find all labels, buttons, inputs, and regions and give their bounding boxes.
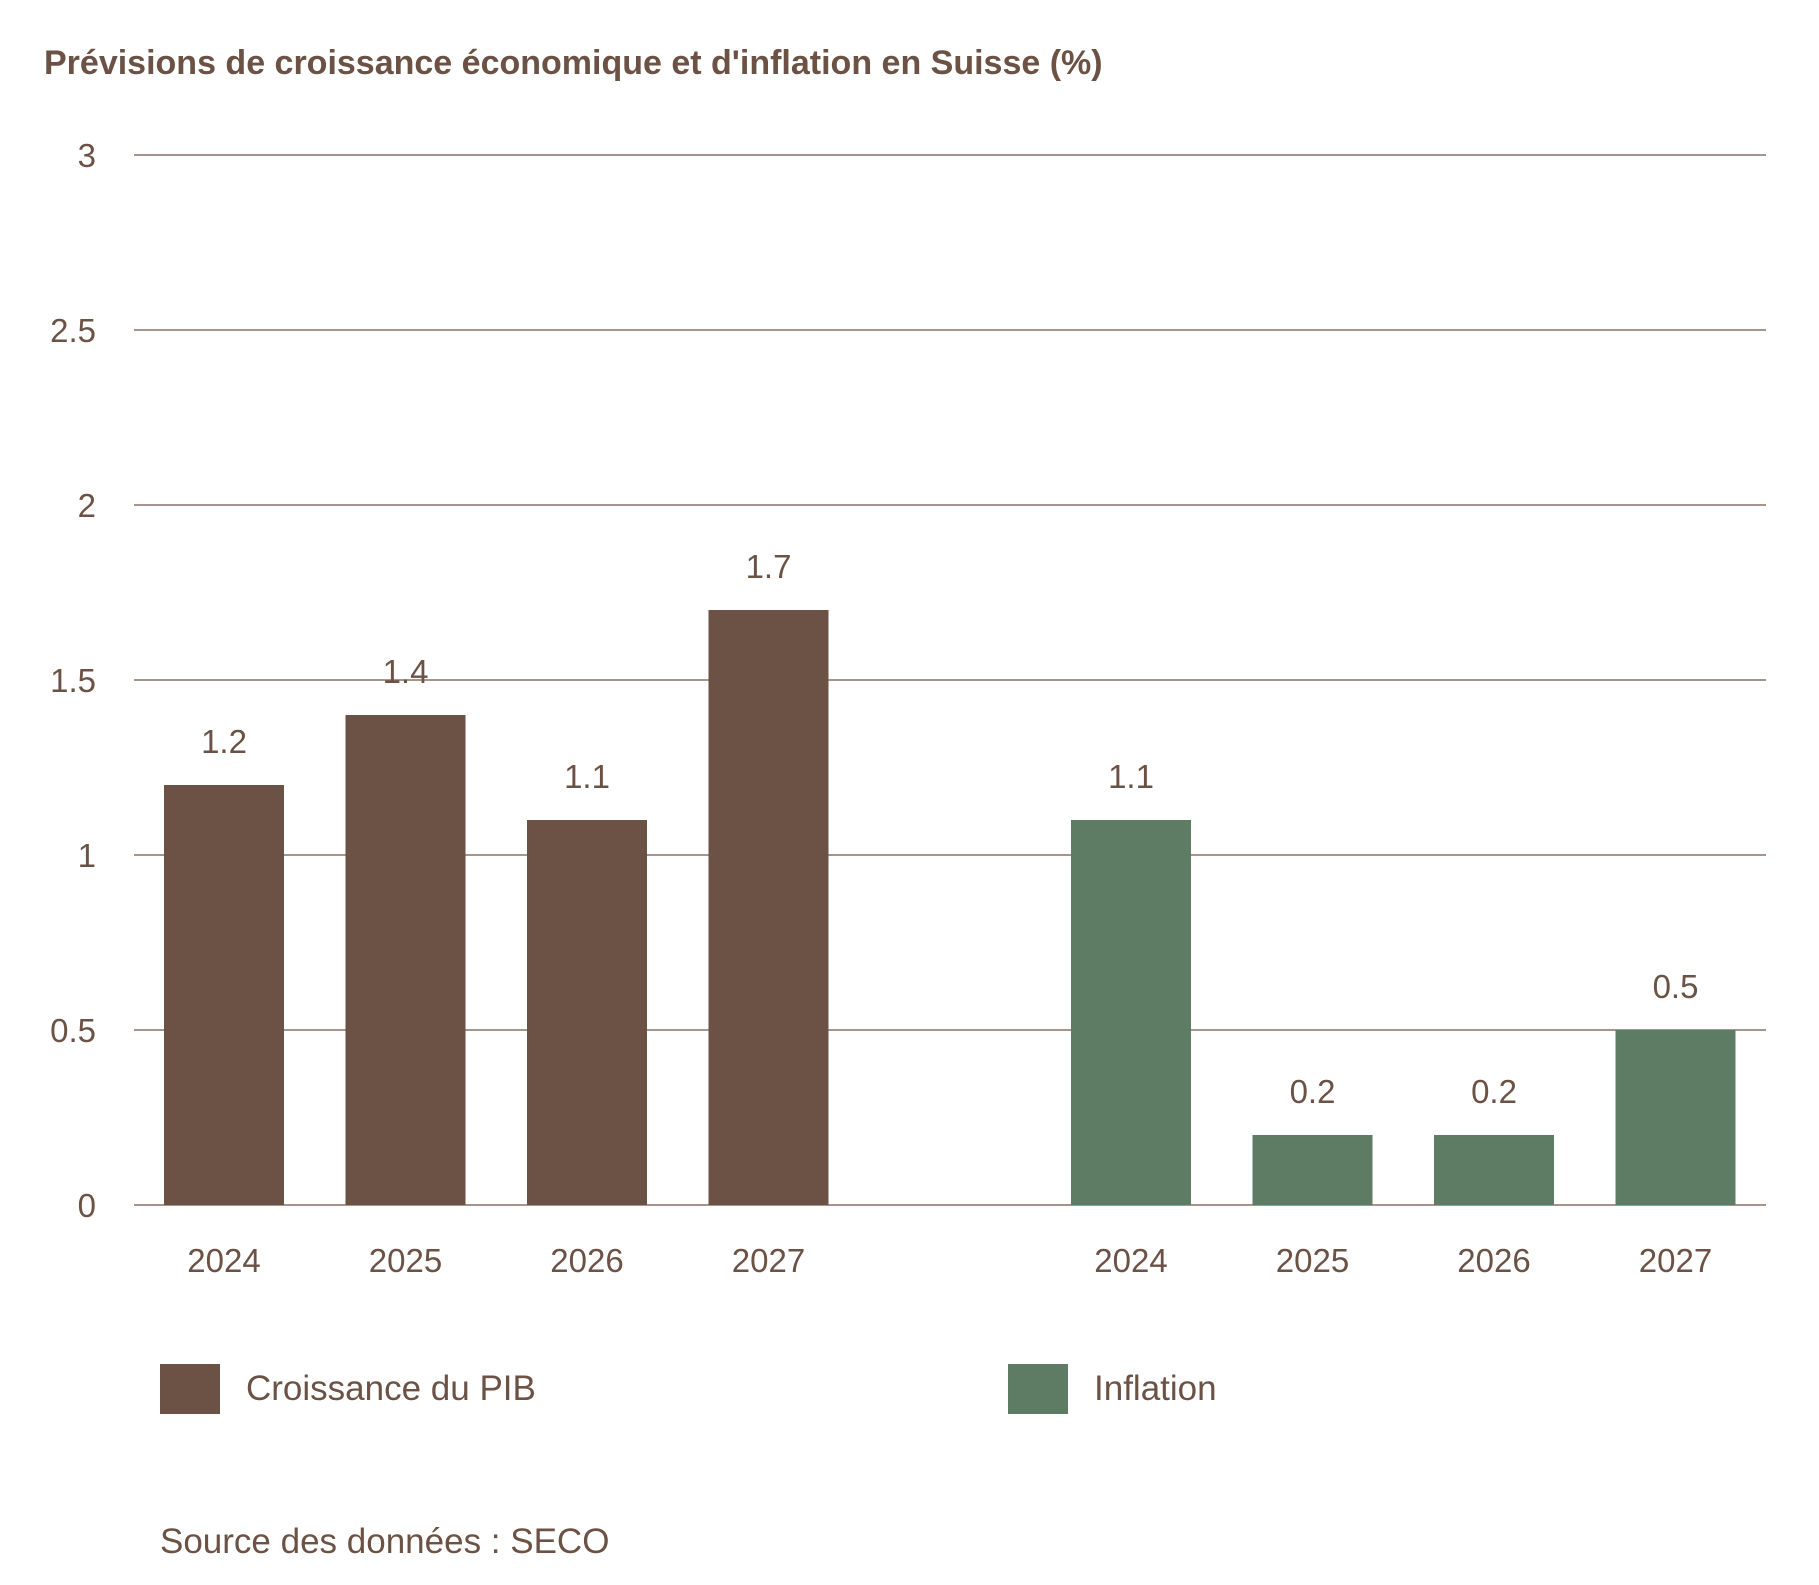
bar bbox=[1071, 820, 1191, 1205]
x-tick-label: 2026 bbox=[550, 1242, 623, 1279]
data-label: 0.2 bbox=[1471, 1073, 1517, 1110]
legend-label-gdp: Croissance du PIB bbox=[246, 1369, 536, 1408]
x-tick-label: 2024 bbox=[187, 1242, 260, 1279]
data-label: 0.5 bbox=[1653, 968, 1699, 1005]
y-tick-label: 2.5 bbox=[50, 312, 96, 349]
x-tick-label: 2027 bbox=[1639, 1242, 1712, 1279]
data-label: 1.1 bbox=[564, 758, 610, 795]
x-tick-label: 2025 bbox=[1276, 1242, 1349, 1279]
y-tick-label: 1 bbox=[78, 837, 96, 874]
data-label: 0.2 bbox=[1290, 1073, 1336, 1110]
bar bbox=[708, 610, 829, 1205]
bar bbox=[1252, 1135, 1373, 1205]
legend-item-inflation: Inflation bbox=[1008, 1364, 1217, 1414]
bar bbox=[345, 715, 466, 1205]
bar bbox=[1434, 1135, 1554, 1205]
bar bbox=[527, 820, 647, 1205]
y-tick-label: 2 bbox=[78, 487, 96, 524]
legend-label-inflation: Inflation bbox=[1094, 1369, 1217, 1408]
legend-swatch-inflation bbox=[1008, 1364, 1068, 1414]
data-label: 1.4 bbox=[383, 653, 429, 690]
x-axis-ticks: 2024 2025 2026 2027 2024 2025 2026 2027 bbox=[187, 1242, 1712, 1279]
bars bbox=[164, 610, 1736, 1205]
y-tick-label: 0.5 bbox=[50, 1012, 96, 1049]
x-tick-label: 2026 bbox=[1457, 1242, 1530, 1279]
x-tick-label: 2024 bbox=[1094, 1242, 1167, 1279]
y-tick-label: 0 bbox=[78, 1187, 96, 1224]
data-label: 1.7 bbox=[746, 548, 792, 585]
legend-swatch-gdp bbox=[160, 1364, 220, 1414]
source-note: Source des données : SECO bbox=[160, 1522, 610, 1561]
bar bbox=[1615, 1030, 1736, 1205]
legend-item-gdp: Croissance du PIB bbox=[160, 1364, 536, 1414]
y-axis-ticks: 0 0.5 1 1.5 2 2.5 3 bbox=[50, 137, 96, 1224]
data-label: 1.1 bbox=[1108, 758, 1154, 795]
y-tick-label: 3 bbox=[78, 137, 96, 174]
bar bbox=[164, 785, 284, 1205]
data-label: 1.2 bbox=[201, 723, 247, 760]
data-labels: 1.2 1.4 1.1 1.7 1.1 0.2 0.2 0.5 bbox=[201, 548, 1698, 1110]
y-tick-label: 1.5 bbox=[50, 662, 96, 699]
chart-title: Prévisions de croissance économique et d… bbox=[44, 44, 1103, 82]
x-tick-label: 2027 bbox=[732, 1242, 805, 1279]
x-tick-label: 2025 bbox=[369, 1242, 442, 1279]
